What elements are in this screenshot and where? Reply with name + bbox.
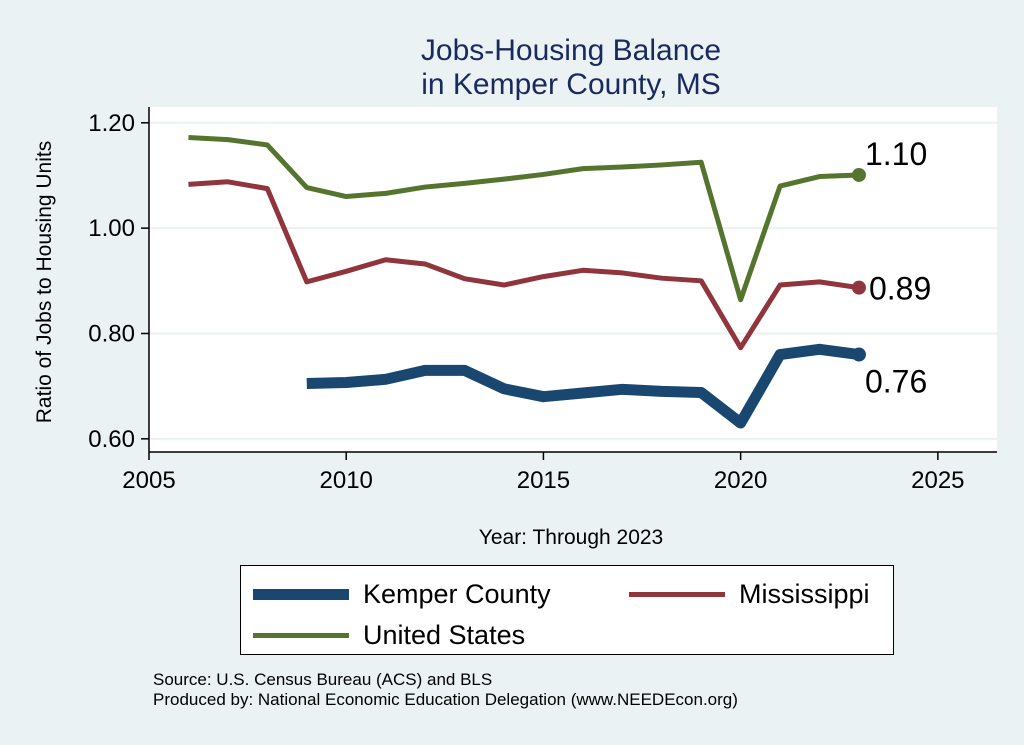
series-line-kemper-county	[306, 343, 860, 429]
legend-swatch-mississippi	[629, 591, 725, 597]
end-label-kemper-county: 0.76	[865, 364, 927, 400]
end-label-united-states: 1.10	[865, 136, 927, 172]
chart-title-line-2: in Kemper County, MS	[421, 68, 721, 101]
legend-swatch-kemper-county	[253, 588, 349, 600]
x-tick-label: 2020	[714, 467, 767, 494]
producer-line: Produced by: National Economic Education…	[153, 690, 738, 709]
end-marker-kemper-county	[851, 347, 866, 362]
series-line-mississippi	[188, 179, 860, 351]
x-tick-label: 2015	[517, 467, 570, 494]
source-note: Source: U.S. Census Bureau (ACS) and BLS…	[153, 670, 738, 710]
series-line-united-states	[188, 135, 860, 303]
x-axis-label: Year: Through 2023	[479, 526, 664, 549]
source-line: Source: U.S. Census Bureau (ACS) and BLS	[153, 670, 493, 689]
series-lines: 1.10 0.89 0.76	[188, 135, 931, 429]
axes: 0.60 0.80 1.00 1.20 2005 2010 2015 2020 2025	[88, 107, 997, 494]
legend-item-kemper-county: Kemper County	[253, 578, 551, 609]
legend-item-united-states: United States	[253, 619, 526, 650]
x-tick-label: 2005	[122, 467, 175, 494]
chart-title: Jobs-Housing Balance in Kemper County, M…	[421, 34, 721, 101]
y-tick-label: 1.00	[88, 215, 135, 242]
x-tick-label: 2025	[911, 467, 964, 494]
chart-title-line-1: Jobs-Housing Balance	[421, 34, 721, 67]
y-tick-label: 0.60	[88, 426, 135, 453]
grid-lines	[149, 121, 997, 440]
legend-item-mississippi: Mississippi	[629, 578, 870, 609]
y-tick-label: 0.80	[88, 320, 135, 347]
legend-label-mississippi: Mississippi	[739, 578, 870, 609]
end-marker-mississippi	[851, 280, 866, 295]
end-label-mississippi: 0.89	[869, 271, 931, 307]
legend-swatch-united-states	[253, 632, 349, 638]
end-marker-united-states	[851, 167, 866, 182]
x-tick-label: 2010	[320, 467, 373, 494]
y-axis-label: Ratio of Jobs to Housing Units	[33, 141, 56, 423]
y-tick-label: 1.20	[88, 110, 135, 137]
legend-label-kemper-county: Kemper County	[363, 578, 551, 609]
legend-label-united-states: United States	[363, 619, 526, 650]
legend: Kemper County Mississippi United States	[240, 565, 894, 655]
